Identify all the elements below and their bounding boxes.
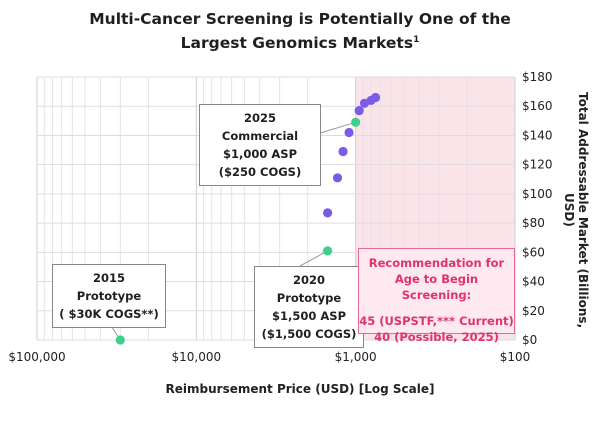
- x-tick-label: $10,000: [172, 350, 222, 364]
- y-tick-label: $60: [522, 245, 545, 259]
- callout-2020-line-1: 2020 Prototype: [276, 273, 342, 305]
- recommendation-line-3: 45 (USPSTF,*** Current): [359, 314, 514, 328]
- y-tick-label: $80: [522, 216, 545, 230]
- y-tick-label: $40: [522, 275, 545, 289]
- chart-title-line-1: Multi-Cancer Screening is Potentially On…: [89, 10, 511, 28]
- x-tick-label: $100: [500, 350, 531, 364]
- recommendation-line-1: Recommendation for: [368, 256, 505, 270]
- chart-title-text: Largest Genomics Markets: [180, 34, 414, 52]
- callout-2015-prototype: 2015 Prototype ( $30K COGS**): [52, 264, 166, 328]
- x-tick-label: $1,000: [335, 350, 377, 364]
- y-tick-label: $180: [522, 70, 553, 84]
- milestone-point: [323, 246, 333, 256]
- callout-2025-line-3: ($250 COGS): [218, 165, 302, 179]
- y-tick-label: $120: [522, 158, 553, 172]
- milestone-point: [351, 117, 361, 127]
- callout-2020-prototype: 2020 Prototype $1,500 ASP ($1,500 COGS): [254, 266, 364, 348]
- market-point: [332, 173, 343, 183]
- y-tick-label: $160: [522, 99, 553, 113]
- y-tick-label: $0: [522, 333, 537, 347]
- callout-leader-line: [299, 250, 328, 267]
- callout-2025-line-2: $1,000 ASP: [223, 147, 297, 161]
- screening-recommendation-box: Recommendation for Age to Begin Screenin…: [358, 248, 515, 344]
- x-axis-label: Reimbursement Price (USD) [Log Scale]: [165, 382, 435, 396]
- x-tick-label: $100,000: [8, 350, 65, 364]
- callout-2015-line-1: 2015 Prototype: [76, 271, 142, 303]
- market-point: [354, 106, 364, 116]
- callout-2025-commercial: 2025 Commercial $1,000 ASP ($250 COGS): [199, 104, 321, 186]
- market-point: [344, 127, 354, 138]
- chart-title-footnote: 1: [413, 34, 420, 45]
- y-tick-label: $100: [522, 187, 553, 201]
- market-point: [370, 92, 381, 103]
- callout-2025-line-1: 2025 Commercial: [221, 111, 299, 143]
- chart-title-line-2: Largest Genomics Markets1: [0, 34, 600, 52]
- recommendation-line-2: Age to Begin Screening:: [394, 272, 479, 302]
- y-tick-label: $20: [522, 304, 545, 318]
- market-point: [338, 146, 348, 157]
- callout-2020-line-2: $1,500 ASP: [272, 309, 346, 323]
- callout-2020-line-3: ($1,500 COGS): [261, 327, 357, 341]
- y-axis-label: Total Addressable Market (Billions, USD): [562, 91, 590, 329]
- callout-2015-line-2: ( $30K COGS**): [59, 307, 159, 321]
- market-point: [323, 208, 333, 218]
- y-tick-label: $140: [522, 128, 553, 142]
- milestone-point: [115, 335, 125, 345]
- recommendation-line-4: 40 (Possible, 2025): [374, 330, 499, 344]
